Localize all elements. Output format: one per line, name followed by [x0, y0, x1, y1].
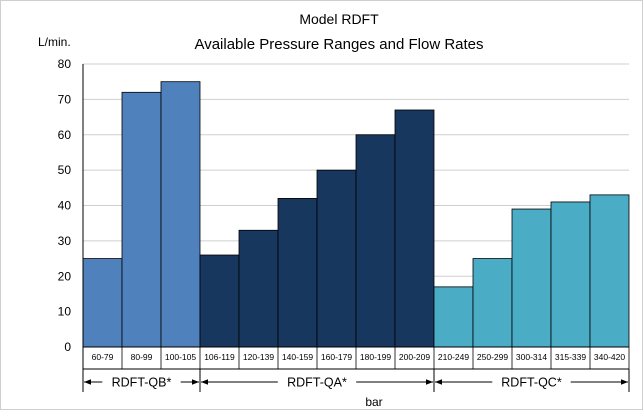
y-tick-label: 50	[58, 163, 72, 177]
bar-80-99	[121, 91, 162, 348]
y-tick-label: 0	[64, 340, 71, 354]
x-tick-label: 160-179	[321, 352, 352, 362]
bar-60-79	[82, 258, 123, 348]
bar-180-199	[355, 134, 396, 348]
axes	[82, 64, 630, 370]
bar-340-420	[589, 194, 630, 348]
group-brackets: RDFT-QB* RDFT-QA* RDFT-QC*	[82, 369, 630, 392]
group-label: RDFT-QA*	[287, 376, 347, 390]
x-tick-label: 120-139	[243, 352, 274, 362]
y-axis-label: L/min.	[38, 35, 71, 49]
y-tick-label: 30	[58, 234, 72, 248]
x-tick-label: 340-420	[594, 352, 625, 362]
bar-120-139	[238, 229, 279, 348]
x-tick-label: 210-249	[438, 352, 469, 362]
y-tick-label: 40	[58, 199, 72, 213]
bar-140-159	[277, 198, 318, 348]
bar-160-179	[316, 169, 357, 348]
bar-210-249	[433, 286, 474, 348]
bar-106-119	[199, 254, 240, 348]
x-tick-label: 140-159	[282, 352, 313, 362]
group-label: RDFT-QC*	[501, 376, 562, 390]
bar-250-299	[472, 258, 513, 348]
bar-100-105	[160, 81, 201, 348]
bar-315-339	[550, 201, 591, 348]
chart-subtitle: Available Pressure Ranges and Flow Rates	[194, 36, 483, 53]
bar-300-314	[511, 208, 552, 348]
y-tick-label: 80	[58, 57, 72, 71]
x-tick-label: 180-199	[360, 352, 391, 362]
x-tick-labels: 60-79 80-99 100-105 106-119 120-139 140-159 16…	[92, 352, 626, 362]
x-tick-label: 106-119	[204, 352, 235, 362]
y-tick-label: 10	[58, 305, 72, 319]
bar-200-209	[394, 109, 435, 348]
x-tick-label: 200-209	[399, 352, 430, 362]
x-tick-label: 60-79	[92, 352, 114, 362]
x-tick-label: 300-314	[516, 352, 547, 362]
x-tick-label: 100-105	[165, 352, 196, 362]
x-tick-label: 315-339	[555, 352, 586, 362]
chart-title: Model RDFT	[299, 11, 379, 27]
x-tick-label: 80-99	[131, 352, 153, 362]
y-tick-labels: 0 10 20 30 40 50 60 70 80	[58, 57, 72, 354]
bars	[82, 81, 630, 348]
group-label: RDFT-QB*	[112, 376, 172, 390]
y-tick-label: 60	[58, 128, 72, 142]
x-axis-label: bar	[365, 395, 382, 409]
x-tick-label: 250-299	[477, 352, 508, 362]
y-tick-label: 70	[58, 92, 72, 106]
y-tick-label: 20	[58, 269, 72, 283]
